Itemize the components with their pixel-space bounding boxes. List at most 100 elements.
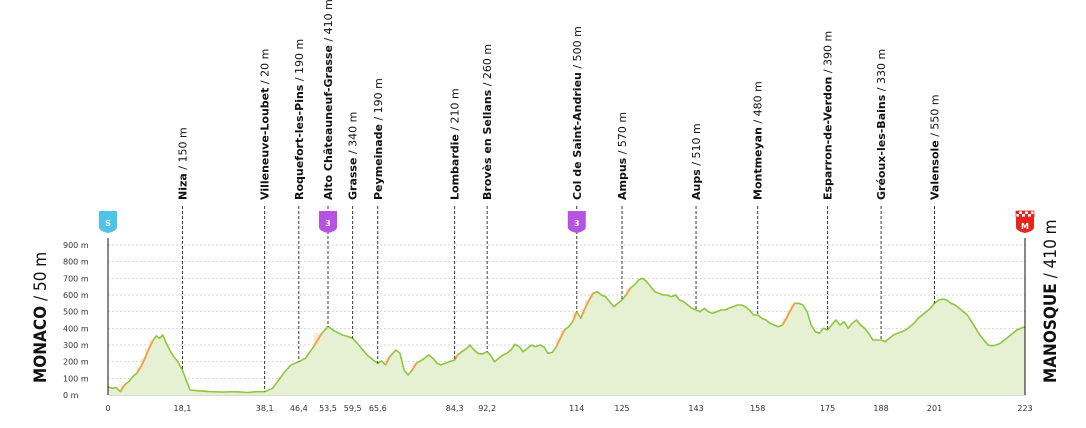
start-badge-shape <box>99 211 117 233</box>
climb-category-badge: 3 <box>318 211 337 233</box>
waypoint-elevation: / 410 m <box>322 0 335 45</box>
profile-area <box>108 278 1025 395</box>
waypoint-name: Aups <box>690 169 703 200</box>
y-tick-label: 600 m <box>63 291 89 300</box>
finish-badge-letter: M <box>1021 222 1029 231</box>
waypoint-label: Valensole / 550 m <box>929 94 942 200</box>
waypoint-name: Esparron-de-Verdon <box>822 77 835 200</box>
x-tick-label: 158 <box>750 404 765 413</box>
x-tick-label: 188 <box>873 404 888 413</box>
steep-segment <box>555 337 562 348</box>
start-elevation: 50 m <box>31 252 51 291</box>
waypoint-elevation: / 260 m <box>481 44 494 90</box>
steep-segment <box>119 384 126 393</box>
finish-checker-squares <box>1016 211 1034 217</box>
waypoint-elevation: / 550 m <box>929 94 942 140</box>
climb-category-badge: 3 <box>567 211 586 233</box>
steep-segment <box>785 309 792 319</box>
y-tick-label: 100 m <box>63 374 89 383</box>
y-tick-label: 900 m <box>63 241 89 250</box>
waypoint-label: Lombardie / 210 m <box>449 88 462 200</box>
x-tick-label: 46,4 <box>290 404 308 413</box>
waypoint-name: Alto Châteauneuf-Grasse <box>322 45 335 200</box>
x-tick-label: 38,1 <box>256 404 274 413</box>
waypoint-label: Esparron-de-Verdon / 390 m <box>822 31 835 200</box>
y-tick-label: 400 m <box>63 324 89 333</box>
y-axis-tick-labels: 0 m 100 m 200 m 300 m 400 m 500 m 600 m 700 m 80… <box>63 241 89 400</box>
start-label: MONACO / 50 m <box>31 252 51 383</box>
finish-elevation: 410 m <box>1041 219 1061 268</box>
climb-badge-shape <box>567 211 586 233</box>
x-tick-label: 92,2 <box>478 404 496 413</box>
y-tick-label: 300 m <box>63 341 89 350</box>
waypoint-lines <box>181 206 935 392</box>
steep-segment <box>384 356 391 366</box>
x-tick-label: 53,5 <box>319 404 337 413</box>
finish-separator: / <box>1041 268 1061 283</box>
waypoint-elevation: / 190 m <box>372 78 385 124</box>
x-tick-label: 201 <box>927 404 942 413</box>
steep-segment <box>136 366 142 374</box>
waypoint-name: Valensole <box>929 140 942 200</box>
waypoint-label: Col de Saint-Andrieu / 500 m <box>571 26 584 200</box>
steep-segment <box>781 317 788 326</box>
y-tick-label: 0 m <box>63 391 79 400</box>
finish-badge: M <box>1015 210 1035 233</box>
profile-line <box>107 277 1026 394</box>
steep-segment <box>625 287 632 296</box>
x-axis-tick-labels: 0 18,1 38,1 46,4 53,5 59,5 65,6 84,3 92,2 114 125 1… <box>105 404 1032 413</box>
waypoint-label: Niza / 150 m <box>176 127 189 200</box>
waypoint-name: Col de Saint-Andrieu <box>571 72 584 200</box>
x-tick-label: 175 <box>820 404 835 413</box>
x-tick-label: 223 <box>1017 404 1032 413</box>
steep-segments <box>119 287 796 393</box>
waypoint-name: Brovès en Sellans <box>481 89 494 200</box>
y-tick-label: 700 m <box>63 274 89 283</box>
waypoint-labels: Niza / 150 m Villeneuve-Loubet / 20 m Roqu… <box>176 0 941 200</box>
x-tick-label: 114 <box>569 404 584 413</box>
climb-category: 3 <box>325 219 331 228</box>
waypoint-label: Ampus / 570 m <box>616 112 629 200</box>
start-name: MONACO <box>31 306 51 383</box>
steep-segment <box>584 299 590 309</box>
y-tick-label: 800 m <box>63 258 89 267</box>
steep-segment <box>559 329 566 339</box>
waypoint-elevation: / 330 m <box>875 49 888 95</box>
steep-segment <box>140 357 146 368</box>
waypoint-label: Peymeinade / 190 m <box>372 78 385 200</box>
steep-segment <box>588 292 594 301</box>
waypoint-elevation: / 210 m <box>449 88 462 134</box>
start-badge: S <box>99 211 117 233</box>
waypoint-label: Roquefort-les-Pins / 190 m <box>293 39 306 200</box>
steep-segment <box>453 354 459 361</box>
waypoint-name: Roquefort-les-Pins <box>293 84 306 200</box>
x-tick-label: 84,3 <box>446 404 464 413</box>
waypoint-label: Aups / 510 m <box>690 123 703 200</box>
waypoint-label: Villeneuve-Loubet / 20 m <box>259 49 272 200</box>
steep-segment <box>789 302 796 311</box>
x-tick-label: 125 <box>614 404 629 413</box>
steep-segment <box>580 307 586 319</box>
waypoint-label: Alto Châteauneuf-Grasse / 410 m <box>322 0 335 200</box>
climb-category: 3 <box>574 219 580 228</box>
waypoint-name: Ampus <box>616 157 629 200</box>
y-tick-label: 500 m <box>63 308 89 317</box>
waypoint-name: Gréoux-les-Bains <box>875 94 888 200</box>
waypoint-elevation: / 150 m <box>176 127 189 173</box>
waypoint-name: Peymeinade <box>372 124 385 200</box>
x-tick-label: 18,1 <box>174 404 192 413</box>
start-separator: / <box>31 291 51 306</box>
waypoint-name: Villeneuve-Loubet <box>259 88 272 200</box>
x-tick-label: 65,6 <box>369 404 387 413</box>
finish-badge-shape <box>1016 217 1034 233</box>
waypoint-elevation: / 20 m <box>259 49 272 88</box>
waypoint-label: Grasse / 340 m <box>347 112 360 200</box>
waypoint-elevation: / 340 m <box>347 112 360 158</box>
waypoint-label: Montmeyan / 480 m <box>752 81 765 200</box>
waypoint-elevation: / 570 m <box>616 112 629 158</box>
start-badge-letter: S <box>105 219 111 228</box>
finish-label: MANOSQUE / 410 m <box>1041 219 1061 383</box>
finish-name: MANOSQUE <box>1041 283 1061 383</box>
